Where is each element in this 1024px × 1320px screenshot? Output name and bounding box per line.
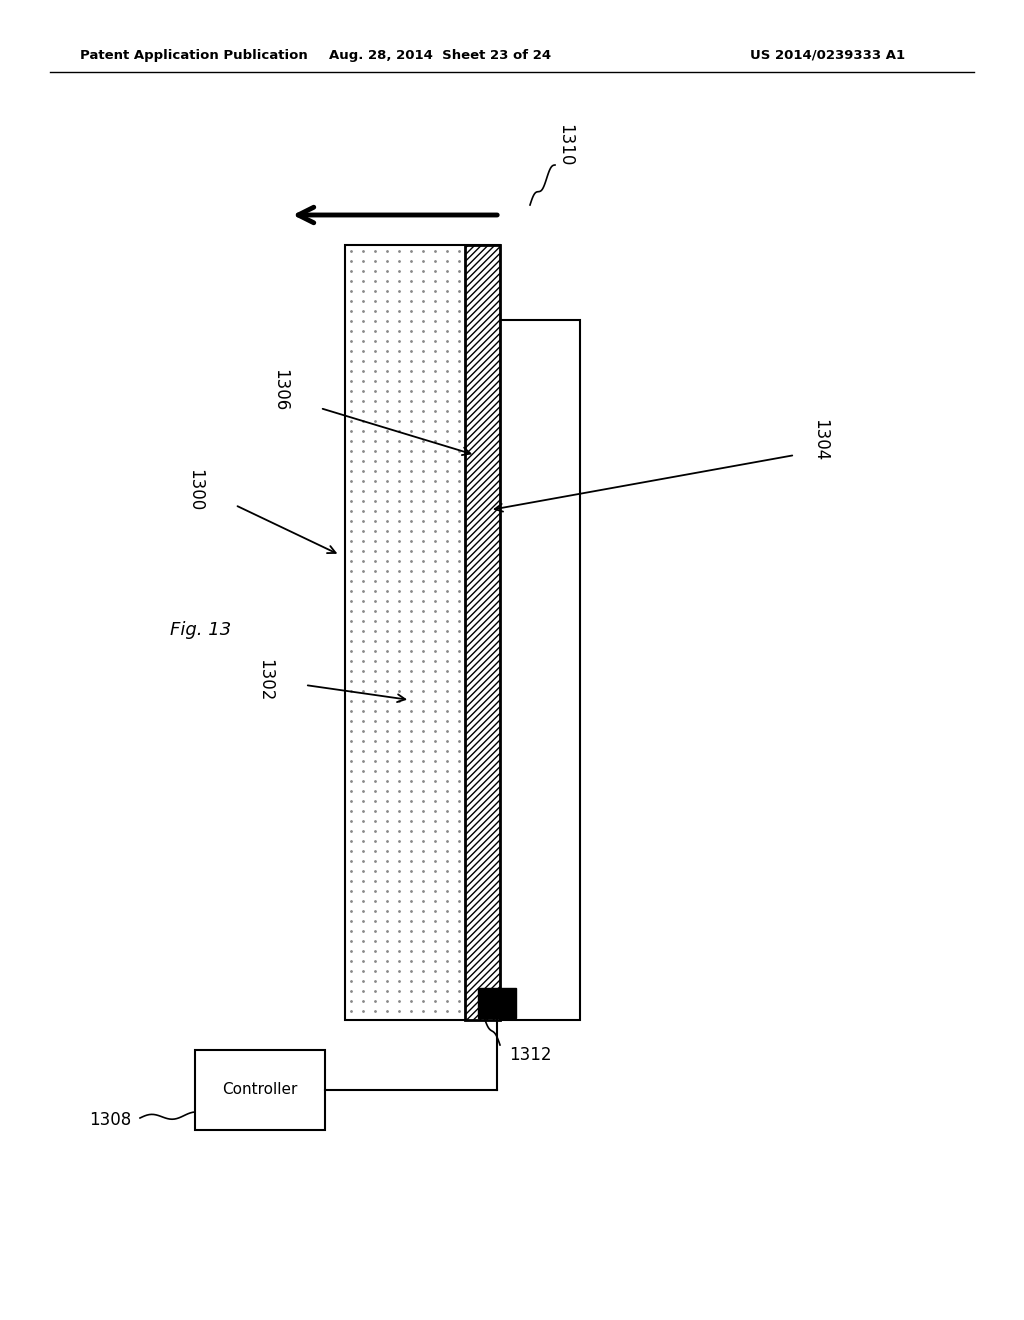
Bar (465, 246, 500, 1020)
Text: Fig. 13: Fig. 13 (170, 620, 231, 639)
Text: US 2014/0239333 A1: US 2014/0239333 A1 (750, 49, 905, 62)
Text: Patent Application Publication: Patent Application Publication (80, 49, 308, 62)
Text: 1310: 1310 (556, 124, 574, 166)
Text: Aug. 28, 2014  Sheet 23 of 24: Aug. 28, 2014 Sheet 23 of 24 (329, 49, 551, 62)
Text: 1312: 1312 (509, 1045, 551, 1064)
Text: 1300: 1300 (186, 469, 204, 511)
Text: 1304: 1304 (811, 418, 829, 461)
Text: 1308: 1308 (89, 1111, 131, 1129)
Text: 1302: 1302 (256, 659, 274, 701)
Bar (195, 1049, 325, 1130)
Bar (478, 987, 516, 1018)
Text: 1306: 1306 (271, 368, 289, 411)
Bar (345, 246, 500, 1020)
Bar (500, 319, 580, 1020)
Text: Controller: Controller (222, 1082, 298, 1097)
